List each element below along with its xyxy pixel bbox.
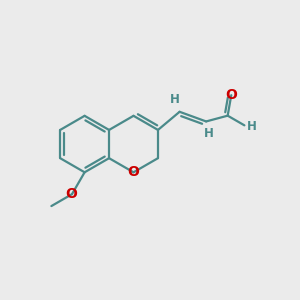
Text: O: O <box>65 187 77 201</box>
Text: O: O <box>128 165 140 179</box>
Text: H: H <box>170 93 180 106</box>
Text: O: O <box>225 88 237 102</box>
Text: H: H <box>248 120 257 133</box>
Text: H: H <box>204 127 214 140</box>
